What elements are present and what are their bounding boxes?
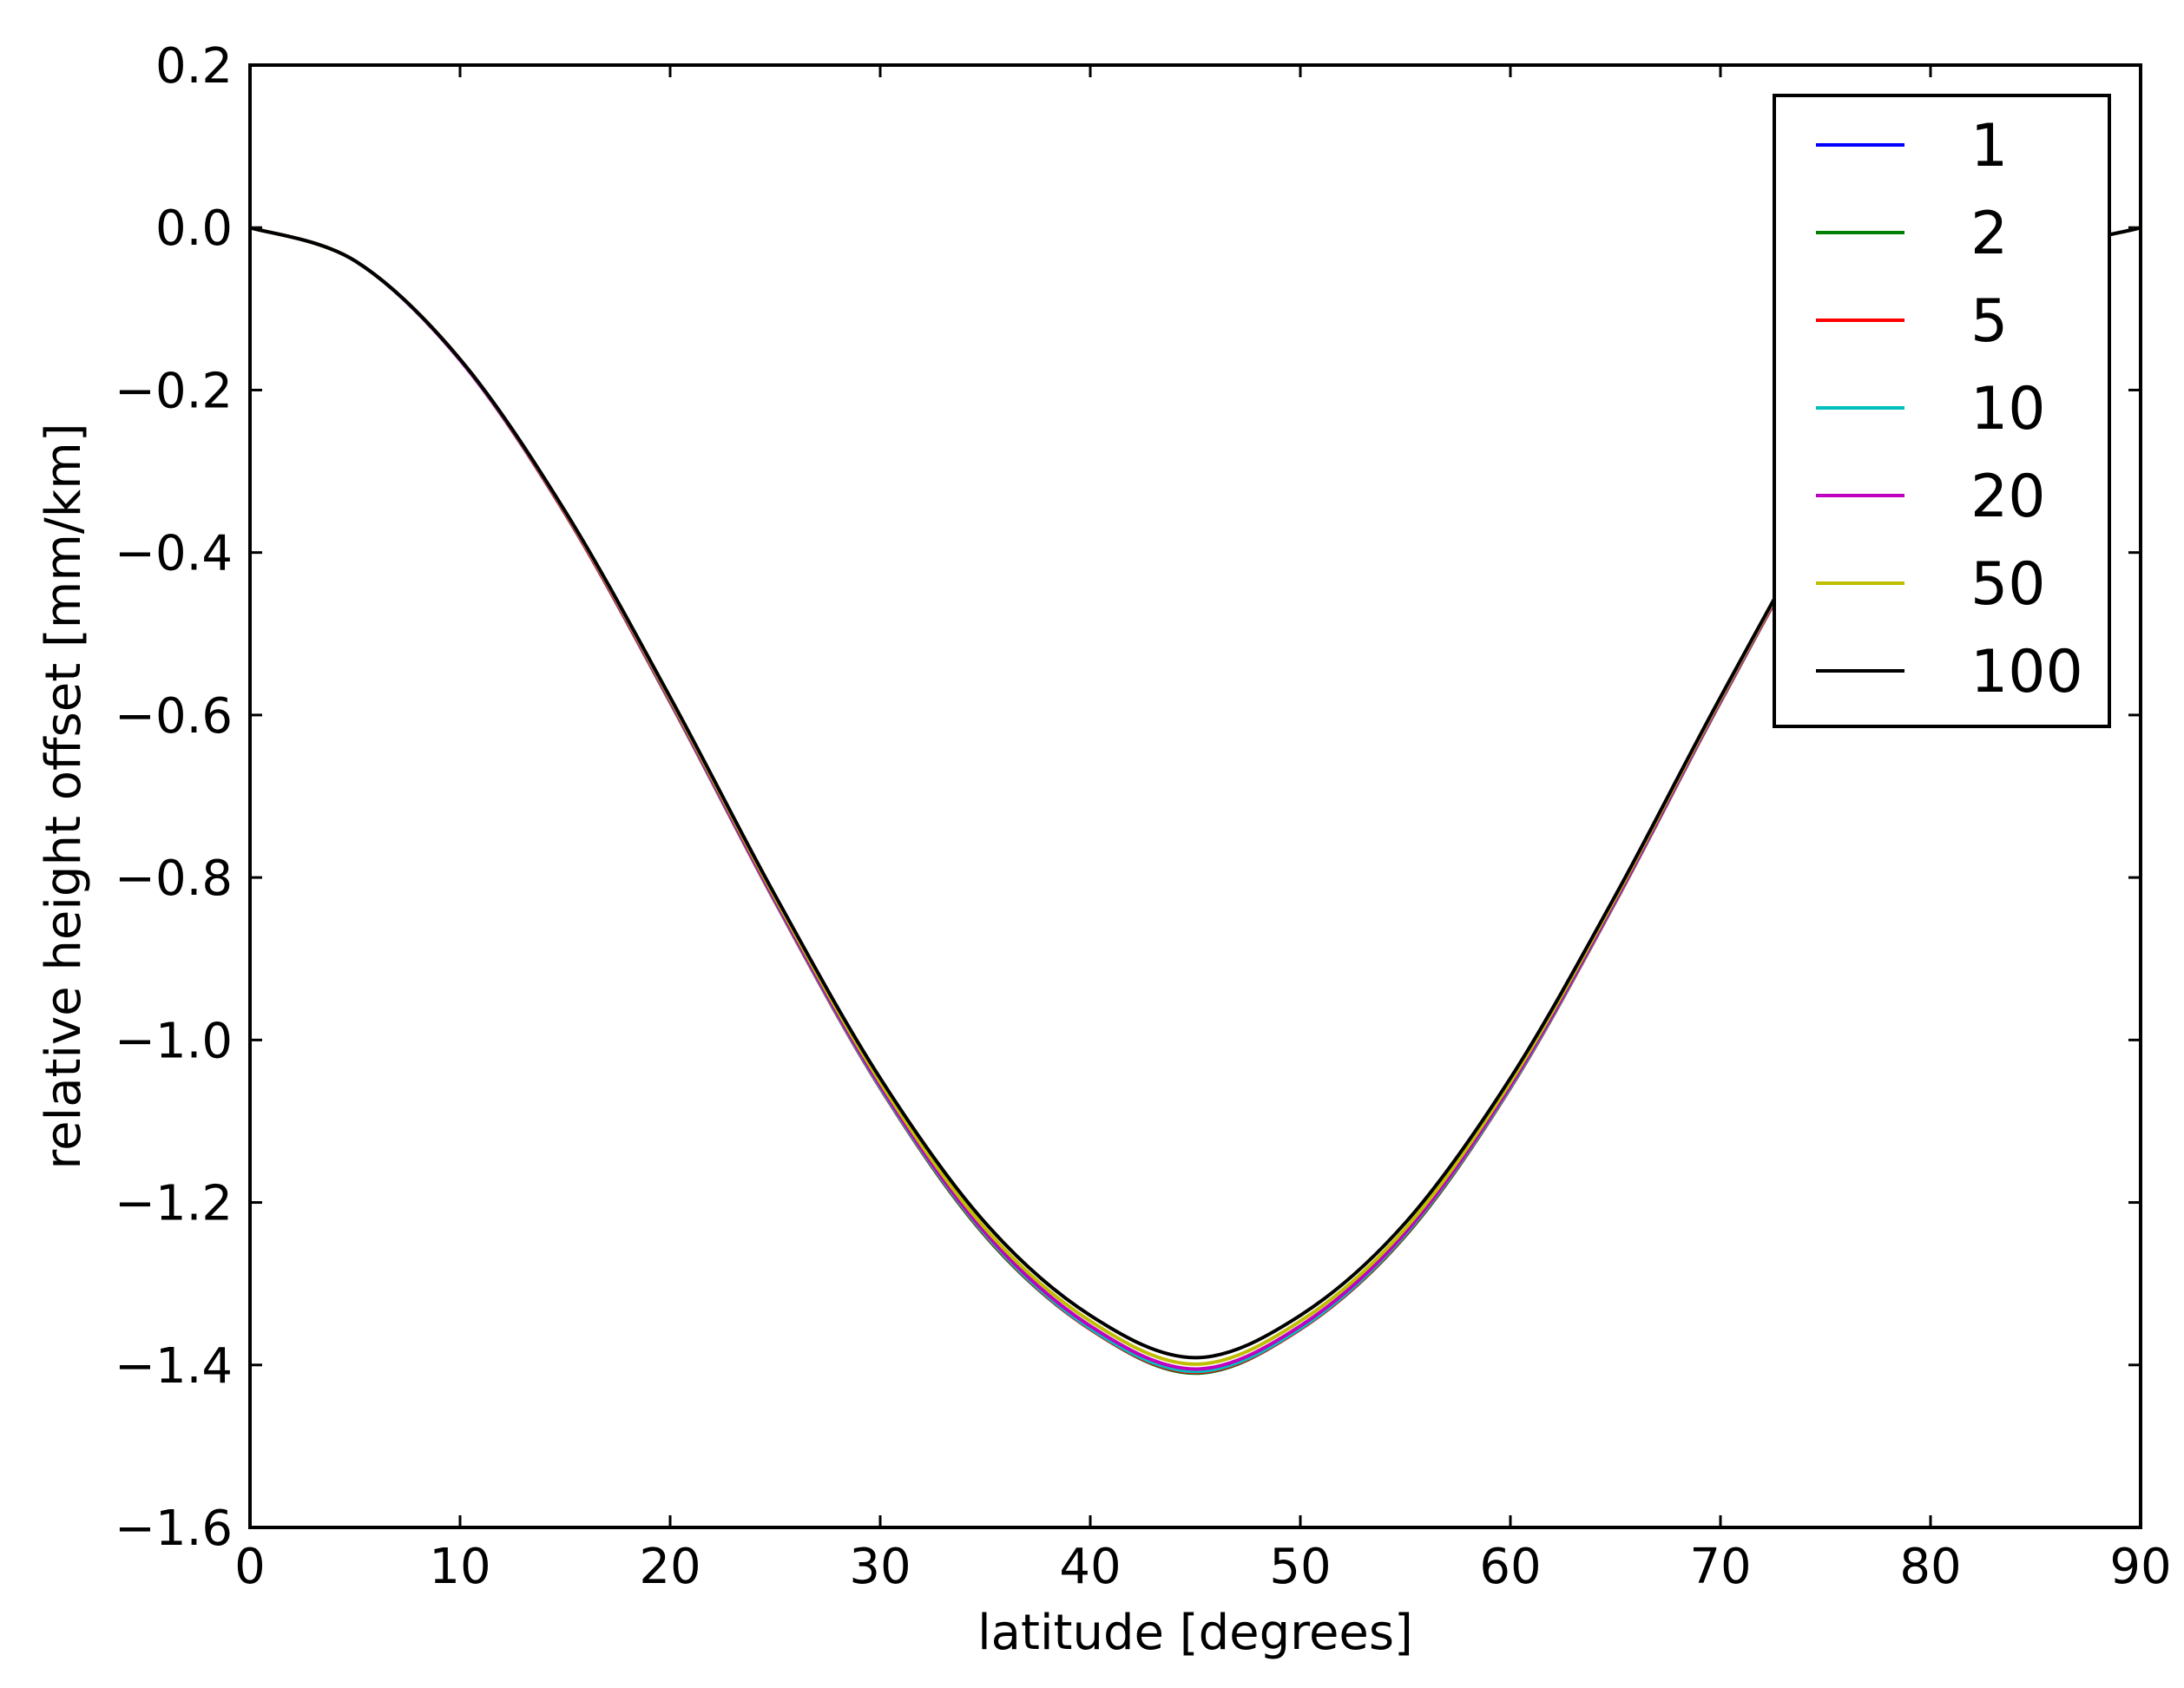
tick-labels: 0 10 20 30 40 50 60 70 80 90 0.2 0.0 −0.2 −0.4 −0.6 −0.…	[115, 38, 2172, 1595]
y-tick-label: 0.2	[155, 38, 233, 95]
y-tick-label: −1.4	[115, 1338, 233, 1395]
y-axis-label: relative height offset [mm/km]	[36, 423, 92, 1169]
legend-label-1: 1	[1970, 112, 2008, 181]
x-tick-label: 10	[429, 1539, 490, 1595]
y-tick-label: −0.8	[115, 851, 233, 907]
x-tick-label: 80	[1899, 1539, 1961, 1595]
x-tick-label: 30	[849, 1539, 911, 1595]
legend-label-100: 100	[1970, 638, 2083, 706]
y-tick-label: −1.2	[115, 1176, 233, 1232]
x-tick-label: 40	[1059, 1539, 1121, 1595]
legend: 1 2 5 10 20 50 100	[1773, 94, 2111, 728]
y-tick-label: 0.0	[155, 200, 233, 257]
y-tick-label: −1.0	[115, 1013, 233, 1069]
x-tick-label: 60	[1479, 1539, 1541, 1595]
legend-label-50: 50	[1970, 550, 2046, 619]
x-axis-label: latitude [degrees]	[977, 1605, 1413, 1661]
y-tick-label: −0.2	[115, 363, 233, 419]
plot-frame	[248, 63, 2142, 1529]
y-tick-label: −0.6	[115, 688, 233, 745]
legend-label-10: 10	[1970, 375, 2046, 443]
legend-box	[1773, 94, 2111, 728]
y-tick-label: −0.4	[115, 526, 233, 582]
legend-label-5: 5	[1970, 287, 2008, 356]
y-tick-label: −1.6	[115, 1501, 233, 1557]
x-tick-label: 50	[1269, 1539, 1331, 1595]
legend-label-2: 2	[1970, 200, 2008, 268]
x-tick-label: 20	[639, 1539, 701, 1595]
x-tick-label: 70	[1689, 1539, 1751, 1595]
x-tick-label: 90	[2109, 1539, 2171, 1595]
legend-label-20: 20	[1970, 463, 2046, 531]
x-tick-label: 0	[234, 1539, 266, 1595]
